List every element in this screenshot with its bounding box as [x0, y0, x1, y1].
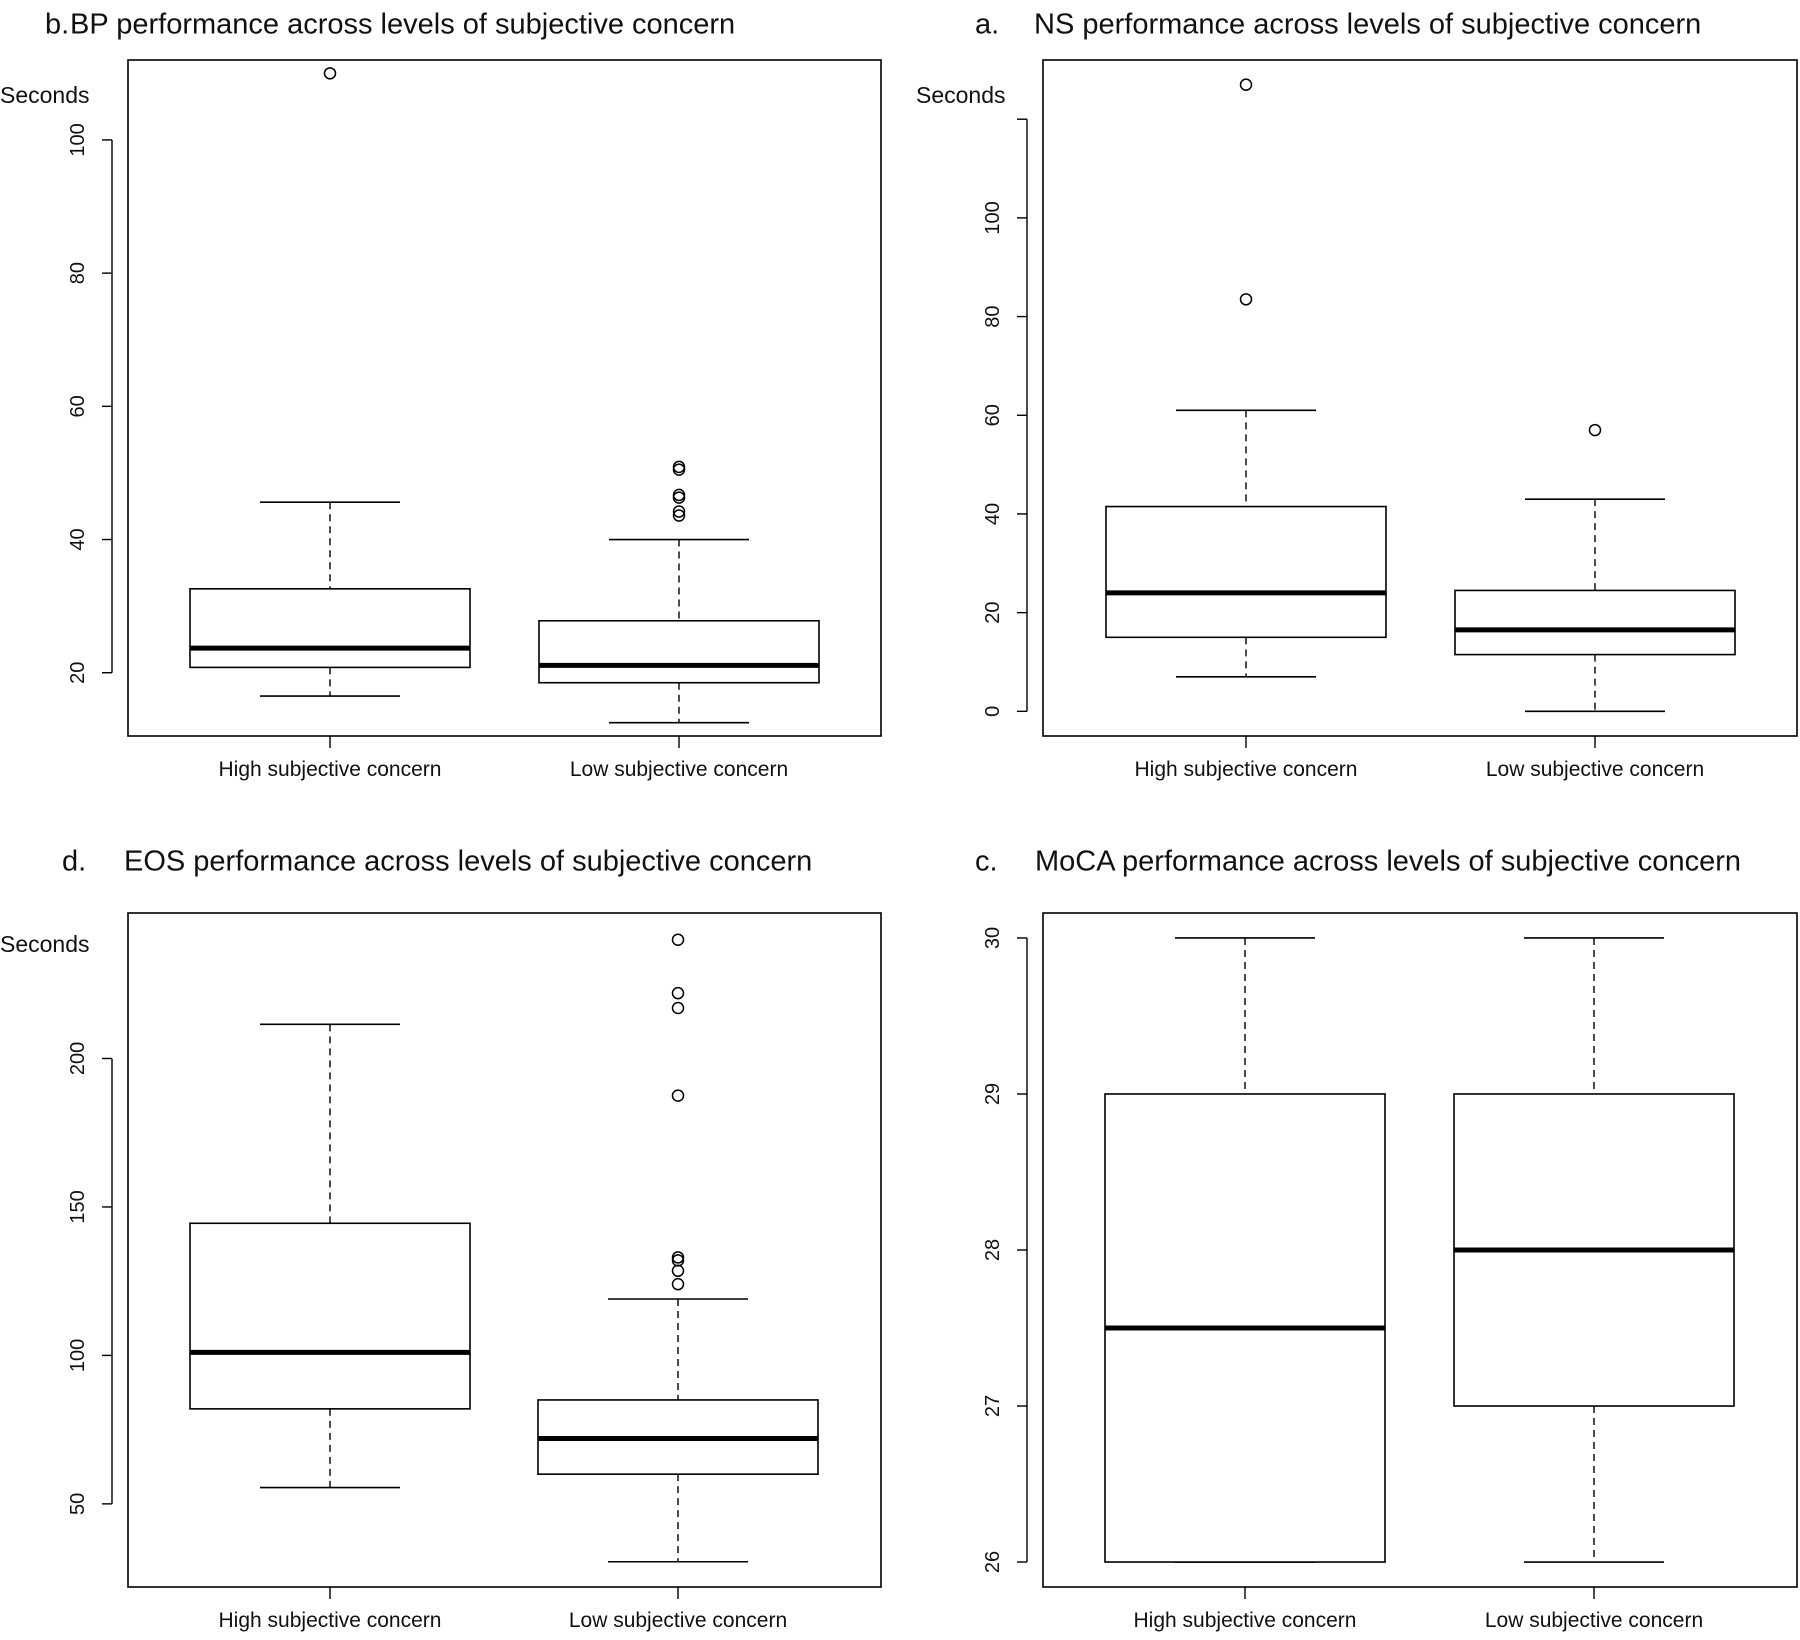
- outlier-point: [672, 509, 686, 522]
- y-tick-label: 60: [67, 395, 89, 417]
- panel-letter: b.: [45, 9, 69, 41]
- outlier-point: [671, 1001, 685, 1015]
- outlier-point: [671, 1254, 685, 1267]
- y-tick-label: 60: [982, 404, 1004, 426]
- chart-title: EOS performance across levels of subject…: [124, 846, 812, 878]
- outlier-point: [671, 1277, 685, 1291]
- plot-frame: [1042, 912, 1798, 1588]
- outlier-point: [672, 505, 686, 518]
- box-1: [1105, 78, 1387, 678]
- plot-frame: [127, 59, 882, 737]
- y-axis-unit-label: Seconds: [0, 82, 90, 108]
- y-tick-label: 40: [982, 503, 1004, 525]
- outlier-point: [1588, 423, 1602, 437]
- box-2: [538, 460, 820, 724]
- x-category-label: Low subjective concern: [570, 758, 788, 781]
- y-axis-unit-label: Seconds: [0, 931, 90, 957]
- outlier-point: [672, 463, 686, 476]
- y-tick-label: 0: [982, 706, 1004, 717]
- outlier-point: [1239, 78, 1253, 91]
- outlier-point: [672, 491, 686, 504]
- y-tick-label: 80: [982, 305, 1004, 327]
- y-tick-label: 26: [982, 1551, 1004, 1573]
- y-axis-unit-label: Seconds: [916, 82, 1006, 108]
- x-category-label: High subjective concern: [1135, 758, 1358, 781]
- panel-3: d. EOS performance across levels of subje…: [0, 846, 882, 1632]
- outlier-point: [671, 933, 685, 946]
- y-tick-label: 100: [67, 123, 89, 156]
- iqr-box: [1105, 505, 1387, 639]
- y-tick-label: 50: [67, 1493, 89, 1515]
- plot-frame: [127, 912, 882, 1588]
- outlier-point: [1239, 293, 1253, 306]
- iqr-box: [1454, 589, 1736, 656]
- x-category-label: Low subjective concern: [1486, 758, 1704, 781]
- iqr-box: [189, 588, 471, 669]
- outlier-point: [671, 1251, 685, 1264]
- x-category-label: Low subjective concern: [1485, 1609, 1703, 1632]
- outlier-point: [671, 986, 685, 1000]
- box-1: [189, 67, 471, 697]
- panel-letter: c.: [975, 846, 998, 878]
- y-tick-label: 28: [982, 1239, 1004, 1261]
- x-category-label: High subjective concern: [1134, 1609, 1357, 1632]
- y-tick-label: 20: [67, 662, 89, 684]
- outlier-point: [323, 67, 337, 80]
- panel-4: c. MoCA performance across levels of subj…: [975, 846, 1798, 1632]
- iqr-box: [538, 619, 820, 684]
- y-tick-label: 40: [67, 528, 89, 550]
- panel-letter: a.: [975, 9, 999, 41]
- y-tick-label: 200: [67, 1042, 89, 1075]
- y-tick-label: 27: [982, 1395, 1004, 1417]
- panel-letter: d.: [62, 846, 86, 878]
- chart-title: BP performance across levels of subjecti…: [70, 9, 735, 41]
- chart-title: MoCA performance across levels of subjec…: [1035, 846, 1741, 878]
- box-2: [537, 933, 819, 1563]
- y-tick-label: 100: [67, 1339, 89, 1372]
- outlier-point: [671, 1089, 685, 1102]
- box-1: [189, 1023, 471, 1489]
- plot-frame: [1042, 59, 1798, 737]
- y-tick-label: 150: [67, 1190, 89, 1223]
- outlier-point: [672, 488, 686, 502]
- x-category-label: High subjective concern: [219, 1609, 442, 1632]
- box-2: [1454, 423, 1736, 713]
- outlier-point: [671, 1264, 685, 1278]
- chart-title: NS performance across levels of subjecti…: [1034, 9, 1701, 41]
- y-tick-label: 20: [982, 602, 1004, 624]
- panel-1: b. BP performance across levels of subjec…: [0, 9, 882, 781]
- iqr-box: [189, 1222, 471, 1410]
- outlier-point: [672, 460, 686, 474]
- y-tick-label: 80: [67, 262, 89, 284]
- x-category-label: Low subjective concern: [569, 1609, 787, 1632]
- box-2: [1453, 937, 1735, 1563]
- panel-2: a. NS performance across levels of subjec…: [916, 9, 1798, 781]
- x-category-label: High subjective concern: [219, 758, 442, 781]
- box-1: [1104, 937, 1386, 1563]
- y-tick-label: 29: [982, 1083, 1004, 1105]
- y-tick-label: 100: [982, 201, 1004, 234]
- y-tick-label: 30: [982, 927, 1004, 949]
